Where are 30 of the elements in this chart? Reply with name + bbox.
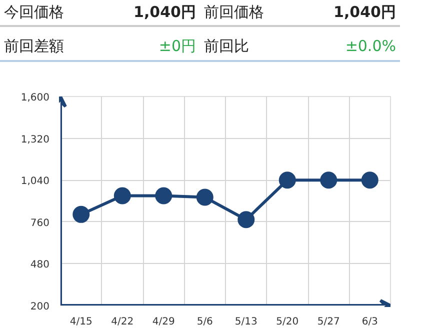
text: ±0円 [158,36,197,58]
y-tick-label: 1,600 [20,92,50,104]
y-tick-label: 480 [30,260,50,271]
x-tick-label: 5/6 [196,316,213,328]
text: 前回差額 [3,36,65,58]
point [72,206,90,223]
point [278,172,296,189]
text: 1,040円 [132,2,197,23]
y-tick-label: 1,320 [20,134,50,146]
y-tick-label: 760 [30,218,50,229]
point [155,187,172,204]
text: 前回価格 [203,2,265,23]
x-tick-label: 5/20 [276,316,299,328]
y-tick-label: 1,040 [20,176,50,188]
x-tick-label: 5/27 [317,316,340,328]
point [196,188,214,206]
x-tick-label: 6/3 [362,316,378,328]
x-tick-label: 5/13 [234,316,258,328]
x-tick-label: 4/22 [111,316,134,328]
text: ±0.0% [344,36,397,58]
point [320,172,338,189]
point [114,187,131,204]
point [238,211,255,228]
x-tick-label: 4/29 [152,316,175,328]
y-tick-label: 200 [30,302,50,312]
text: 1,040円 [332,2,397,23]
text: 今回価格 [3,2,65,23]
point [361,172,378,189]
text: 前回比 [203,36,250,58]
x-tick-label: 4/15 [70,316,92,328]
